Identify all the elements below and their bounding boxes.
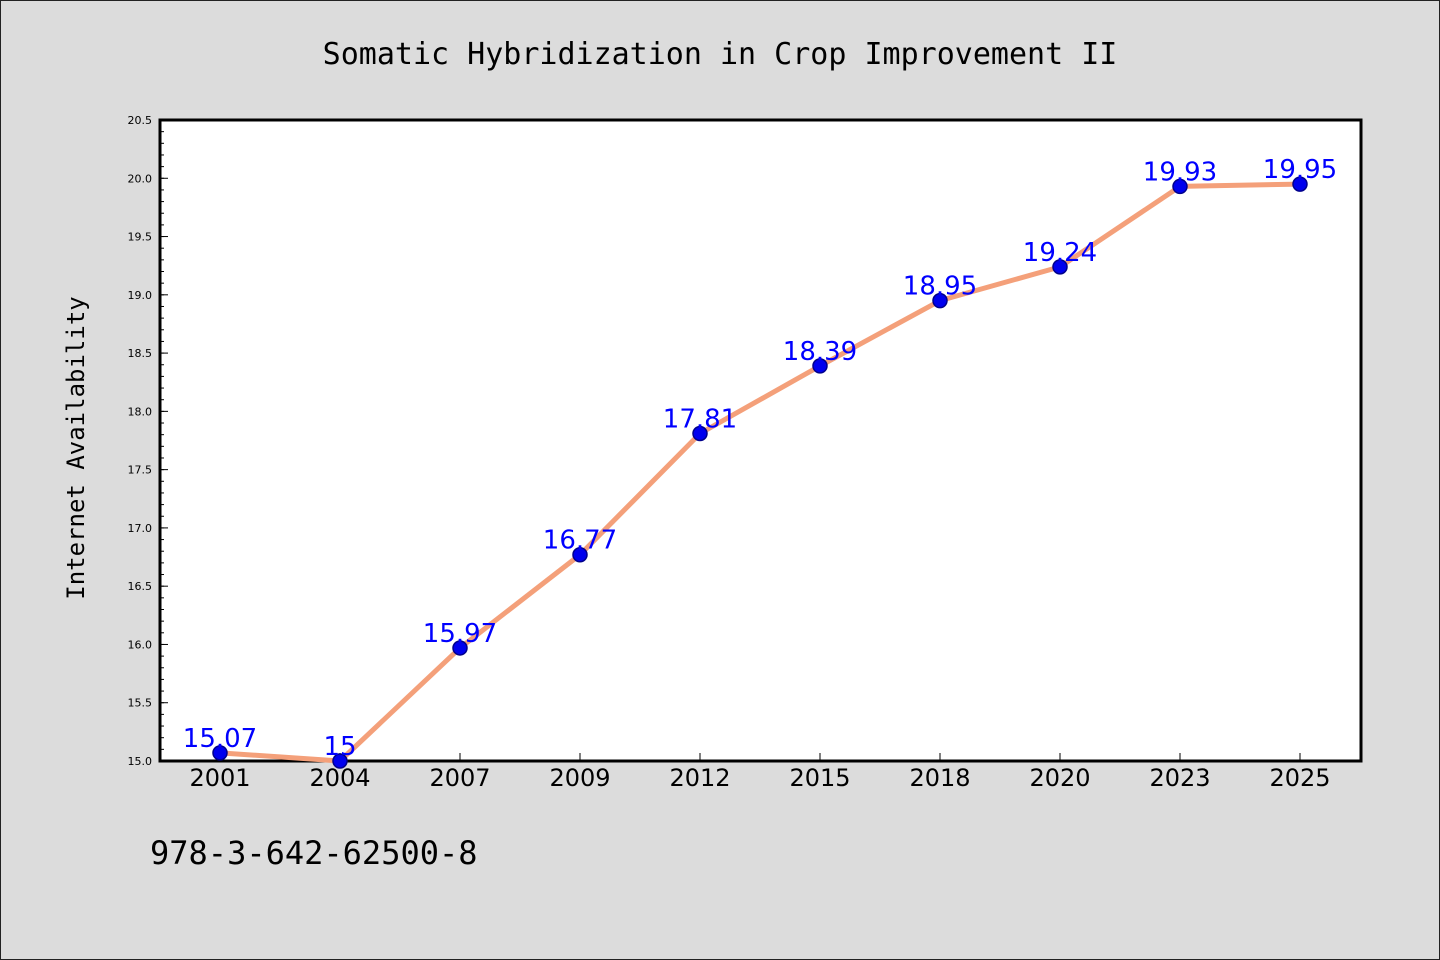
data-point [1052, 259, 1068, 275]
y-tick-label: 18.5 [128, 347, 153, 360]
data-point [692, 425, 708, 442]
data-label: 15.97 [423, 619, 497, 649]
data-label: 15.07 [183, 724, 257, 754]
x-tick-label: 2025 [1269, 764, 1330, 792]
isbn-footer: 978-3-642-62500-8 [150, 834, 478, 872]
data-label: 18.39 [783, 337, 857, 367]
data-point [1172, 178, 1188, 195]
data-point [1292, 176, 1308, 192]
y-tick-label: 15.0 [128, 755, 153, 768]
x-axis-ticks: 2001 2004 2007 2009 2012 2015 2018 2020 2023 2025 [189, 753, 1331, 792]
y-tick-label: 16.0 [128, 638, 153, 651]
plot-area [158, 118, 1363, 763]
y-tick-label: 20.5 [128, 114, 153, 127]
x-tick-label: 2018 [909, 764, 970, 792]
y-tick-label: 20.0 [128, 172, 153, 185]
y-tick-label: 19.0 [128, 289, 153, 302]
x-tick-label: 2023 [1149, 764, 1210, 792]
y-tick-label: 15.5 [128, 697, 153, 710]
y-tick-label: 19.5 [128, 231, 153, 244]
data-label: 15 [323, 732, 356, 762]
data-point [212, 745, 228, 761]
x-tick-label: 2020 [1029, 764, 1090, 792]
series-polyline [217, 181, 1303, 764]
data-label: 19.24 [1023, 238, 1097, 268]
y-tick-label: 17.5 [128, 464, 153, 477]
chart-title: Somatic Hybridization in Crop Improvemen… [323, 37, 1118, 72]
data-labels: 15.07 15 15.97 16.77 17.81 18.39 18.95 19.24 19.… [183, 155, 1337, 762]
data-label: 17.81 [663, 405, 737, 435]
x-tick-label: 2001 [189, 764, 250, 792]
data-label: 16.77 [543, 526, 617, 556]
x-tick-label: 2009 [549, 764, 610, 792]
data-point [452, 640, 468, 656]
data-label: 19.95 [1263, 155, 1337, 185]
x-tick-label: 2012 [669, 764, 730, 792]
y-axis-label: Internet Availability [62, 296, 90, 599]
x-tick-label: 2007 [429, 764, 490, 792]
data-point [572, 546, 588, 563]
data-label: 19.93 [1143, 157, 1217, 187]
data-point [332, 753, 348, 769]
data-label: 18.95 [903, 272, 977, 302]
y-tick-label: 16.5 [128, 580, 153, 593]
y-tick-label: 17.0 [128, 522, 153, 535]
data-point [812, 358, 828, 374]
data-point [932, 292, 948, 309]
y-tick-label: 18.0 [128, 405, 153, 418]
y-axis-ticks: 15.0 15.5 16.0 16.5 17.0 17.5 18.0 18.5 19.0 19.5… [128, 114, 168, 768]
x-tick-label: 2015 [789, 764, 850, 792]
series-line [212, 176, 1308, 769]
